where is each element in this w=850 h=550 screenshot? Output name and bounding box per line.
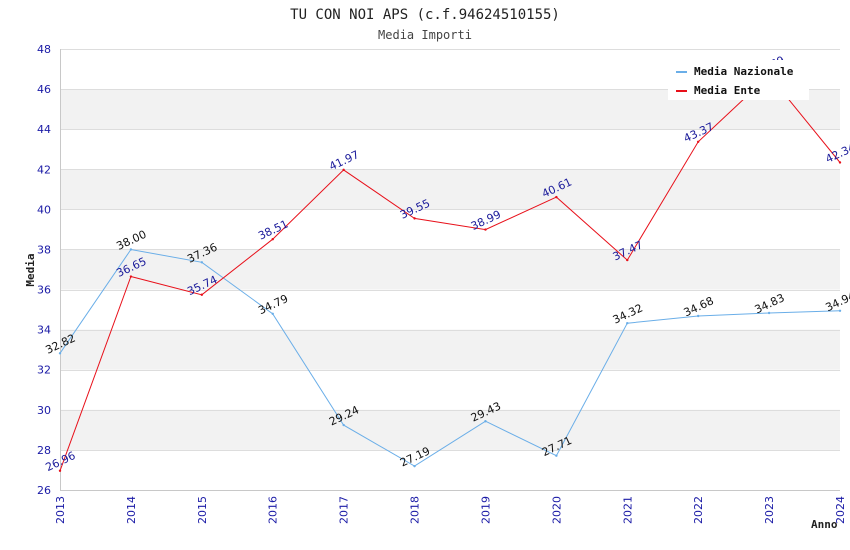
series-lines bbox=[58, 74, 842, 472]
data-point bbox=[696, 314, 700, 318]
data-point bbox=[129, 248, 133, 251]
x-tick-label: 2019 bbox=[479, 496, 492, 524]
x-tick-label: 2017 bbox=[338, 496, 351, 524]
data-point bbox=[58, 352, 62, 355]
chart-title: TU CON NOI APS (c.f.94624510155) bbox=[290, 7, 560, 23]
x-tick-label: 2014 bbox=[125, 496, 138, 524]
x-tick-label: 2016 bbox=[267, 496, 280, 524]
data-point bbox=[555, 454, 558, 457]
x-tick-label: 2020 bbox=[550, 496, 563, 524]
x-tick-labels: 2013 2014 2015 2016 2017 2018 2019 2020 2021 2022… bbox=[54, 496, 847, 524]
data-point bbox=[484, 228, 487, 231]
x-tick-label: 2015 bbox=[196, 496, 209, 524]
data-point bbox=[342, 168, 345, 172]
y-tick-label: 38 bbox=[37, 243, 51, 256]
data-point bbox=[58, 469, 62, 472]
y-tick-label: 34 bbox=[37, 324, 51, 337]
data-point bbox=[626, 322, 629, 325]
data-point bbox=[413, 464, 416, 468]
y-tick-label: 28 bbox=[37, 444, 51, 457]
y-axis-label: Media bbox=[24, 253, 37, 286]
data-point bbox=[413, 217, 416, 220]
grid-band bbox=[60, 169, 840, 210]
legend-label-media-ente: Media Ente bbox=[694, 84, 761, 97]
data-label: 42.34 bbox=[823, 141, 850, 166]
data-label: 34.94 bbox=[823, 289, 850, 314]
data-point bbox=[484, 420, 487, 423]
y-tick-labels: 26 28 30 32 34 36 38 40 42 44 46 48 bbox=[37, 43, 51, 497]
x-tick-label: 2023 bbox=[763, 496, 776, 524]
data-point bbox=[838, 161, 842, 164]
data-point bbox=[767, 311, 771, 315]
data-point bbox=[342, 423, 345, 427]
y-tick-label: 36 bbox=[37, 284, 51, 297]
y-tick-label: 42 bbox=[37, 163, 51, 176]
x-tick-label: 2018 bbox=[409, 496, 422, 524]
legend-box bbox=[668, 60, 809, 100]
y-tick-label: 40 bbox=[37, 203, 51, 216]
y-tick-label: 48 bbox=[37, 43, 51, 56]
grid-lines bbox=[60, 49, 840, 491]
legend: Media Nazionale Media Ente bbox=[668, 60, 809, 100]
data-point bbox=[696, 140, 700, 144]
data-point bbox=[200, 261, 204, 264]
x-tick-label: 2013 bbox=[54, 496, 67, 524]
x-tick-label: 2021 bbox=[621, 496, 634, 524]
y-tick-label: 30 bbox=[37, 404, 51, 417]
x-axis-label: Anno bbox=[811, 518, 838, 531]
x-tick-label: 2024 bbox=[834, 496, 847, 524]
y-tick-label: 44 bbox=[37, 123, 51, 136]
series-line-media-ente bbox=[59, 74, 841, 471]
series-line-media-nazionale bbox=[59, 248, 841, 467]
data-point bbox=[271, 238, 274, 241]
data-point bbox=[129, 275, 133, 278]
chart-subtitle: Media Importi bbox=[378, 28, 472, 42]
y-tick-label: 46 bbox=[37, 83, 51, 96]
y-tick-label: 26 bbox=[37, 484, 51, 497]
grid-band bbox=[60, 249, 840, 290]
y-tick-label: 32 bbox=[37, 364, 51, 377]
data-point bbox=[626, 258, 629, 262]
x-tick-label: 2022 bbox=[692, 496, 705, 524]
data-point bbox=[271, 312, 274, 316]
grid-band bbox=[60, 329, 840, 370]
grid-bands bbox=[60, 89, 840, 450]
legend-label-media-nazionale: Media Nazionale bbox=[694, 65, 794, 78]
data-point bbox=[838, 309, 842, 312]
data-point bbox=[555, 195, 558, 199]
data-point bbox=[200, 293, 204, 296]
